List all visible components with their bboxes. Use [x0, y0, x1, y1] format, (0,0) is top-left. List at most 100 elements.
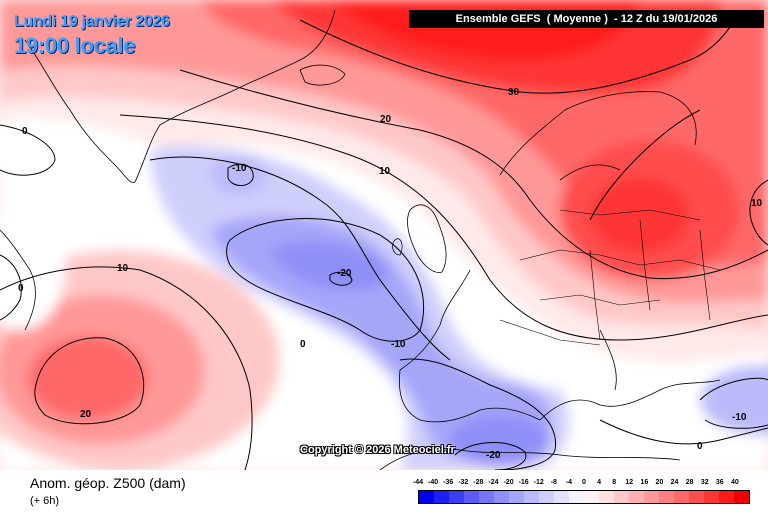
- contour-neg10-atlantic: [226, 218, 425, 342]
- legend-tick-label: 24: [670, 479, 679, 486]
- legend-tick-label: 16: [640, 479, 649, 486]
- legend-swatch: [734, 491, 749, 503]
- legend-swatch: [599, 491, 614, 503]
- legend-swatch: [659, 491, 674, 503]
- contour-30: [299, 9, 741, 94]
- legend-tick-label: -44: [412, 479, 424, 486]
- legend-swatch: [554, 491, 569, 503]
- europe-west-coast: [399, 269, 541, 423]
- greenland-coast: [24, 9, 336, 183]
- label-neg10-labrador: -10: [232, 163, 247, 174]
- anomaly-map: 30 20 10 10 0 10 0 -10 -20 -10 0 20 -20 …: [0, 0, 768, 470]
- label-10-west: 10: [117, 263, 129, 274]
- border-lines: [499, 209, 721, 346]
- legend-swatch: [704, 491, 719, 503]
- legend-tick-label: -16: [518, 479, 529, 486]
- legend-tick-label: -28: [473, 479, 484, 486]
- anomaly-field: [0, 0, 768, 470]
- legend-swatch: [629, 491, 644, 503]
- legend-tick-label: 28: [685, 479, 694, 486]
- east-negative: [700, 365, 768, 435]
- label-neg10-biscay: -10: [391, 339, 406, 350]
- legend-tick-label: 36: [715, 479, 724, 486]
- label-20-north: 20: [380, 114, 392, 125]
- legend-tick-label: -4: [565, 479, 573, 486]
- legend-tick-label: 8: [612, 479, 617, 486]
- contour-10-east-ring: [749, 179, 768, 246]
- legend-tick-label: -24: [488, 479, 499, 486]
- contour-10-west: [0, 266, 253, 470]
- contour-0-mid: [149, 156, 451, 361]
- legend-swatch: [494, 491, 509, 503]
- legend-swatch: [479, 491, 494, 503]
- mediterranean-coast: [539, 329, 721, 421]
- label-30: 30: [508, 87, 520, 98]
- legend-swatch: [689, 491, 704, 503]
- legend-labels: -44 -40 -36 -32 -28 -24 -20 -16 -12 -8 -4 0 4 8 12 16 20…: [412, 479, 748, 489]
- legend-tick-label: -32: [458, 479, 469, 486]
- label-10-north: 10: [379, 166, 391, 177]
- iceland-coast: [299, 64, 346, 86]
- legend-tick-label: 4: [597, 479, 602, 486]
- north-africa-coast: [379, 448, 681, 470]
- legend-swatch: [449, 491, 464, 503]
- labrador-neutral: [0, 210, 65, 330]
- atlantic-negative-core: [270, 241, 388, 291]
- model-run-banner: Ensemble GEFS ( Moyenne ) - 12 Z du 19/0…: [409, 10, 764, 28]
- label-20-south: 20: [80, 409, 92, 420]
- legend-tick-label: 32: [700, 479, 709, 486]
- contour-neg10-med: [399, 358, 557, 470]
- east-europe-core: [590, 177, 690, 253]
- contour-0-east: [599, 419, 768, 445]
- legend-swatch: [719, 491, 734, 503]
- legend-tick-label: -12: [533, 479, 544, 486]
- map-footer: Anom. géop. Z500 (dam) (+ 6h) -44 -40 -36-…: [0, 470, 768, 512]
- contour-0-greenland: [0, 254, 22, 321]
- west-positive-core: [28, 336, 148, 420]
- country-borders: [499, 209, 721, 346]
- legend-tick-label: 20: [655, 479, 664, 486]
- scandinavia-coast: [499, 91, 697, 181]
- legend-tick-label: -20: [503, 479, 514, 486]
- legend-swatch: [434, 491, 449, 503]
- legend-swatch: [614, 491, 629, 503]
- legend-swatch: [509, 491, 524, 503]
- legend-swatch: [524, 491, 539, 503]
- legend-tick-label: 0: [582, 479, 586, 486]
- legend-swatch: [644, 491, 659, 503]
- label-0-mid: 0: [300, 339, 306, 350]
- contour-labels: 30 20 10 10 0 10 0 -10 -20 -10 0 20 -20 …: [18, 87, 763, 461]
- label-10-east: 10: [751, 198, 763, 209]
- lead-time: (+ 6h): [30, 495, 60, 507]
- legend-tick-label: -36: [443, 479, 454, 486]
- label-0-east: 0: [697, 441, 703, 452]
- legend-swatch: [674, 491, 689, 503]
- label-0-west: 0: [22, 126, 28, 137]
- legend-swatch: [464, 491, 479, 503]
- forecast-date: Lundi 19 janvier 2026: [14, 13, 170, 30]
- legend-swatch: [569, 491, 584, 503]
- labrador-negative: [210, 155, 266, 195]
- legend-tick-label: -40: [428, 479, 439, 486]
- copyright-notice: Copyright © 2026 Meteociel.fr: [300, 444, 455, 456]
- contour-20-south: [34, 337, 145, 425]
- contour-neg20-med: [454, 442, 527, 470]
- contour-0-labrador: [0, 124, 56, 176]
- label-neg10-east: -10: [732, 412, 747, 423]
- label-neg20-atlantic: -20: [337, 268, 352, 279]
- legend-tick-label: 12: [625, 479, 634, 486]
- contour-neg20-atlantic: [329, 271, 353, 286]
- legend-swatch: [539, 491, 554, 503]
- forecast-local-time: 19:00 locale: [14, 33, 136, 58]
- field-name: Anom. géop. Z500 (dam): [30, 475, 186, 491]
- contour-20-north: [179, 69, 768, 280]
- greenland-neutral: [0, 115, 65, 185]
- contour-10-north: [119, 114, 768, 341]
- contour-neg10-east: [699, 377, 768, 429]
- britain-coast: [392, 204, 447, 273]
- coastlines: [0, 9, 721, 470]
- legend-tick-label: 40: [731, 479, 739, 486]
- legend-swatch: [419, 491, 434, 503]
- north-america-coast: [0, 229, 36, 331]
- color-legend: [418, 490, 750, 504]
